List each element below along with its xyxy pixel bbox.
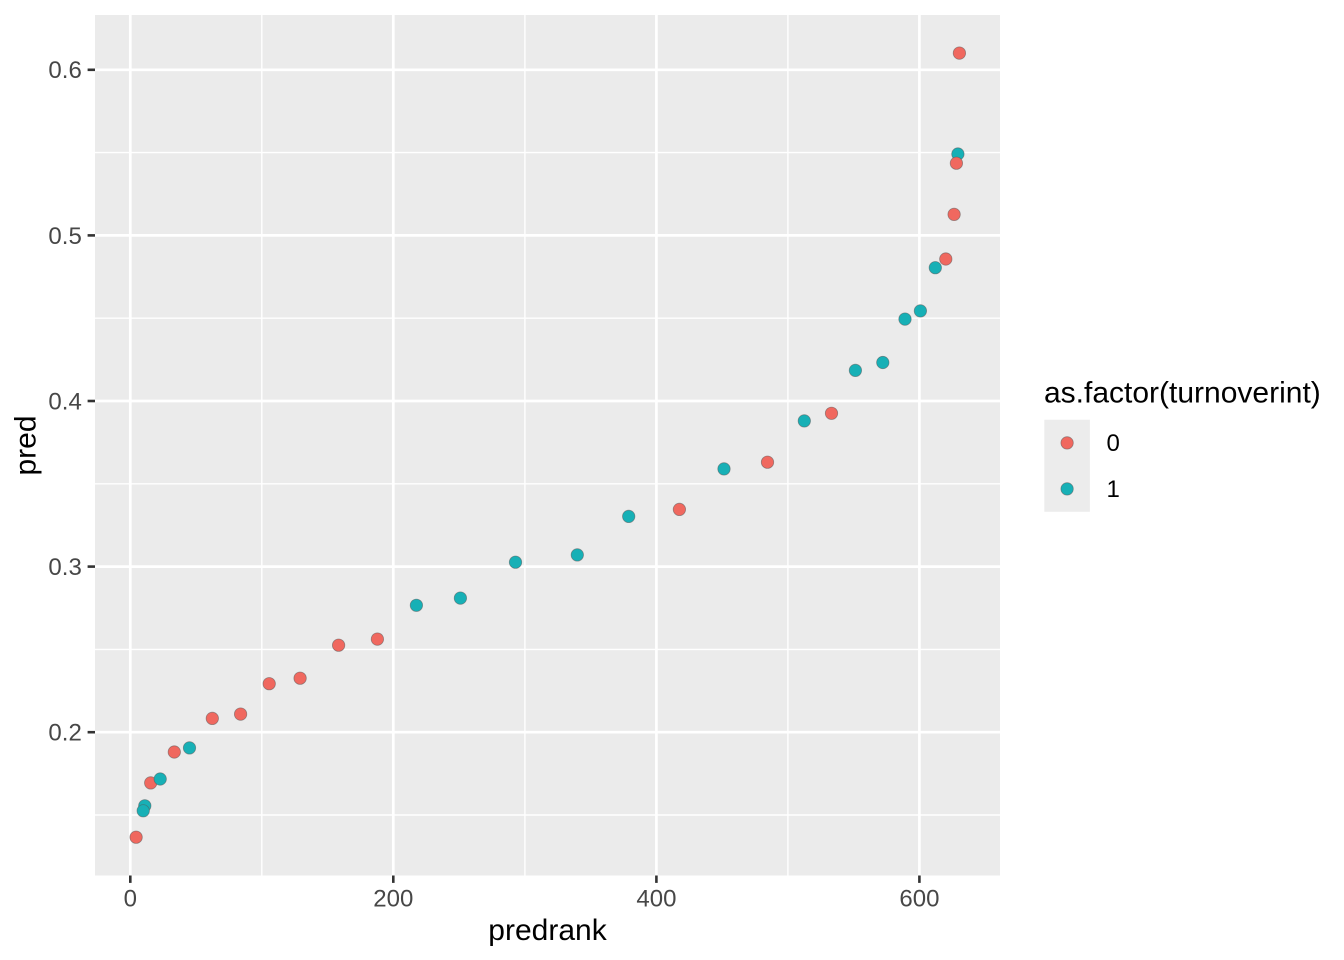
svg-text:400: 400 [636,886,676,913]
svg-text:0.2: 0.2 [48,720,81,747]
svg-text:600: 600 [899,886,939,913]
svg-text:0: 0 [1107,430,1120,457]
svg-text:200: 200 [373,886,413,913]
svg-text:pred: pred [10,415,43,475]
svg-text:0.4: 0.4 [48,388,81,415]
svg-text:as.factor(turnoverint): as.factor(turnoverint) [1044,377,1321,410]
svg-text:0.6: 0.6 [48,57,81,84]
svg-text:0: 0 [124,886,137,913]
svg-text:0.3: 0.3 [48,554,81,581]
svg-text:1: 1 [1107,476,1120,503]
svg-text:predrank: predrank [488,914,607,947]
svg-text:0.5: 0.5 [48,223,81,250]
